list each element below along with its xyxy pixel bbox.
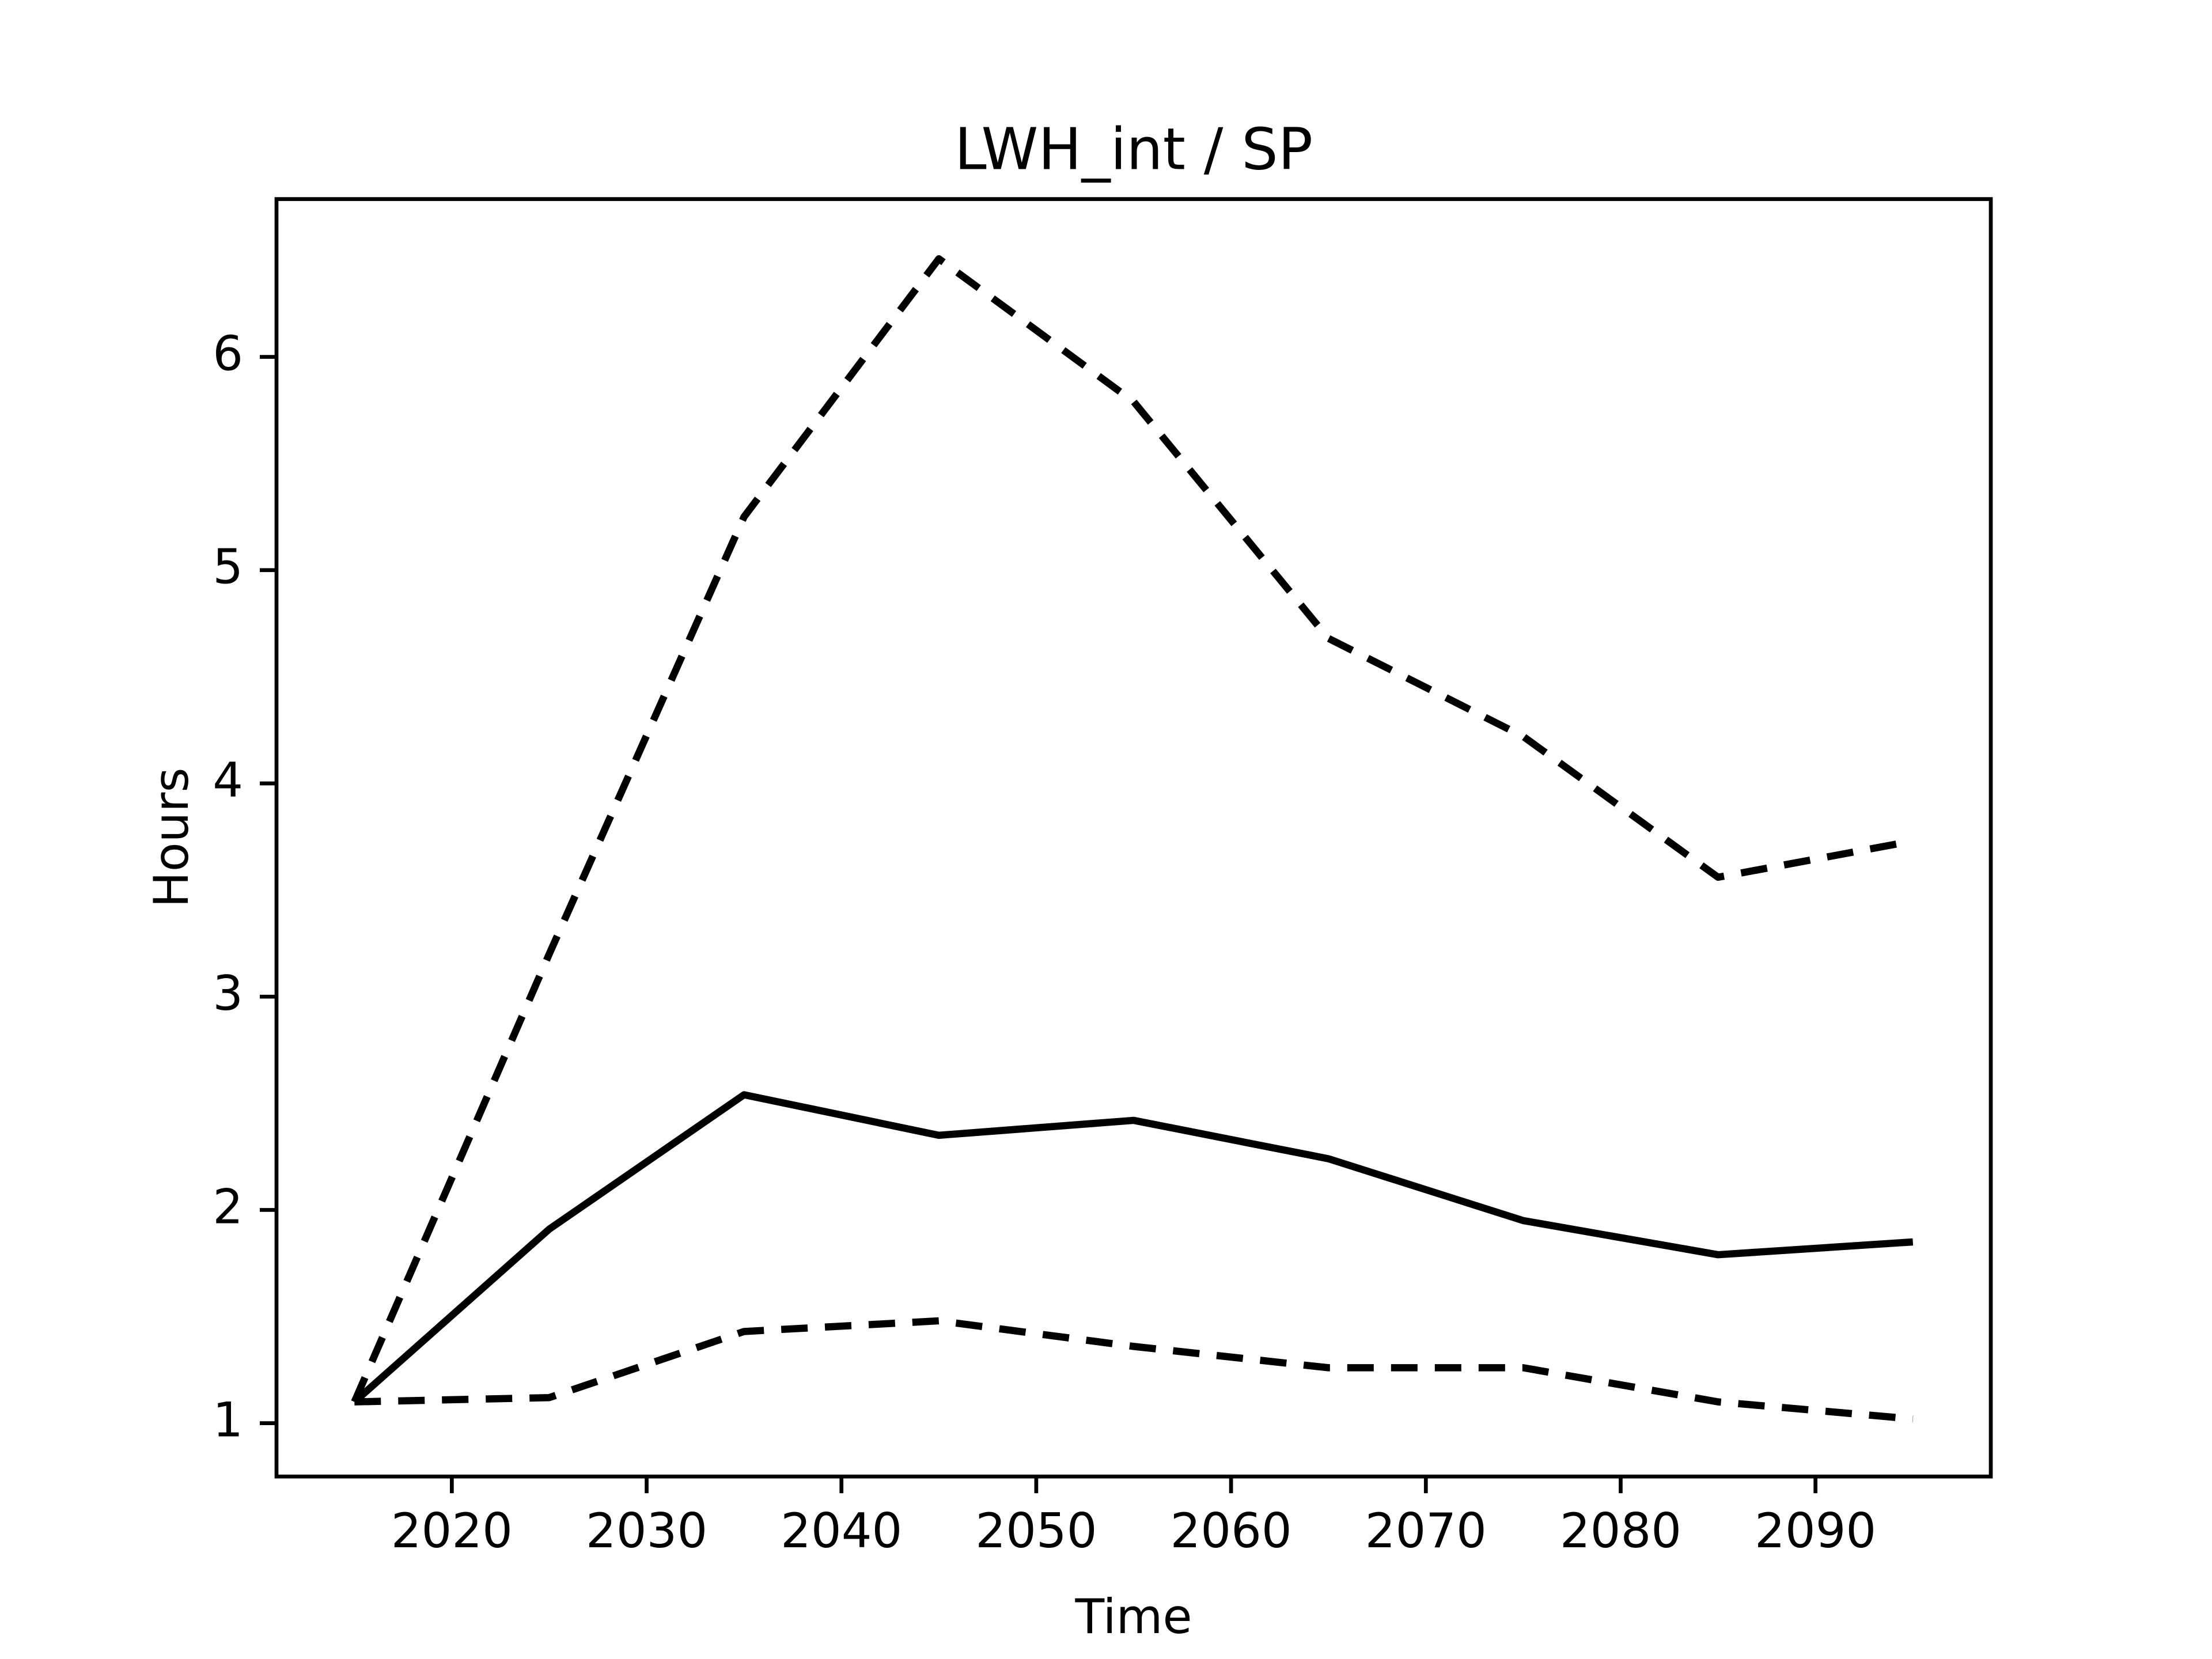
x-tick-label: 2050	[975, 1503, 1097, 1559]
x-tick-label: 2070	[1365, 1503, 1487, 1559]
y-tick-label: 5	[213, 539, 243, 595]
y-axis-label: Hours	[143, 767, 199, 907]
x-tick-label: 2020	[391, 1503, 513, 1559]
x-tick-label: 2080	[1560, 1503, 1681, 1559]
y-tick-label: 2	[213, 1179, 243, 1234]
x-tick-label: 2090	[1755, 1503, 1876, 1559]
x-axis-label: Time	[1074, 1589, 1192, 1645]
y-tick-label: 6	[213, 325, 243, 381]
x-tick-label: 2060	[1170, 1503, 1291, 1559]
y-tick-label: 3	[213, 965, 243, 1021]
x-tick-label: 2040	[781, 1503, 902, 1559]
y-tick-label: 4	[213, 752, 243, 808]
y-tick-label: 1	[213, 1392, 243, 1448]
plot-frame	[274, 197, 1993, 1479]
x-tick-label: 2030	[586, 1503, 707, 1559]
chart-title: LWH_int / SP	[955, 115, 1313, 183]
data-line	[352, 1091, 1914, 1405]
data-line	[354, 1317, 1914, 1423]
